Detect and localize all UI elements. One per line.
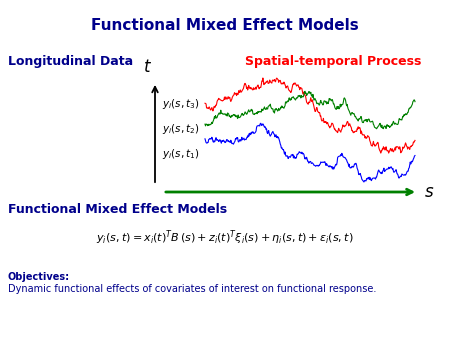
Text: $y_i(s,t_2)$: $y_i(s,t_2)$ (162, 122, 200, 136)
Text: Objectives:: Objectives: (8, 272, 70, 282)
Text: Functional Mixed Effect Models: Functional Mixed Effect Models (8, 203, 227, 216)
Text: $y_i(s,t) = x_i(t)^T B\,(s) + z_i(t)^T \xi_i(s) + \eta_i(s,t) + \varepsilon_i(s,: $y_i(s,t) = x_i(t)^T B\,(s) + z_i(t)^T \… (96, 228, 354, 247)
Text: Spatial-temporal Process: Spatial-temporal Process (245, 55, 421, 68)
Text: Functional Mixed Effect Models: Functional Mixed Effect Models (91, 18, 359, 33)
Text: Dynamic functional effects of covariates of interest on functional response.: Dynamic functional effects of covariates… (8, 284, 376, 294)
Text: $y_i(s,t_3)$: $y_i(s,t_3)$ (162, 97, 200, 111)
Text: $y_i(s,t_1)$: $y_i(s,t_1)$ (162, 147, 200, 161)
Text: $s$: $s$ (424, 183, 434, 201)
Text: Longitudinal Data: Longitudinal Data (8, 55, 133, 68)
Text: $t$: $t$ (144, 58, 153, 76)
